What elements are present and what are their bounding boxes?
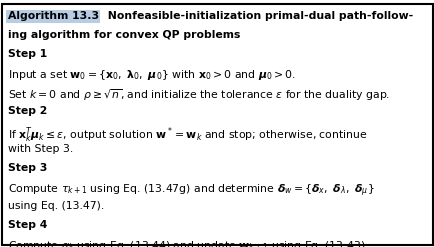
Text: ing algorithm for convex QP problems: ing algorithm for convex QP problems (8, 30, 240, 40)
Text: If $\mathbf{x}_k^T\boldsymbol{\mu}_k \leq \varepsilon$, output solution $\mathbf: If $\mathbf{x}_k^T\boldsymbol{\mu}_k \le… (8, 125, 367, 145)
Text: Step 1: Step 1 (8, 49, 47, 59)
Text: Compute $\alpha_k$ using Eq. (13.44) and update $\mathbf{w}_{k+1}$ using Eq. (13: Compute $\alpha_k$ using Eq. (13.44) and… (8, 239, 368, 247)
Text: Step 2: Step 2 (8, 106, 47, 116)
FancyBboxPatch shape (2, 4, 432, 245)
Text: Compute $\tau_{k+1}$ using Eq. (13.47g) and determine $\boldsymbol{\delta}_w = \: Compute $\tau_{k+1}$ using Eq. (13.47g) … (8, 182, 374, 199)
Text: Set $k = 0$ and $\rho \geq \sqrt{n}$, and initialize the tolerance $\varepsilon$: Set $k = 0$ and $\rho \geq \sqrt{n}$, an… (8, 87, 389, 103)
Text: with Step 3.: with Step 3. (8, 144, 73, 154)
Text: Step 4: Step 4 (8, 220, 47, 230)
Text: using Eq. (13.47).: using Eq. (13.47). (8, 201, 104, 211)
Text: Input a set $\mathbf{w}_0 = \{\mathbf{x}_0,\ \boldsymbol{\lambda}_0,\ \boldsymbo: Input a set $\mathbf{w}_0 = \{\mathbf{x}… (8, 68, 295, 82)
Text: Nonfeasible-initialization primal-dual path-follow-: Nonfeasible-initialization primal-dual p… (104, 11, 413, 21)
Text: Step 3: Step 3 (8, 163, 47, 173)
Text: Algorithm 13.3: Algorithm 13.3 (8, 11, 99, 21)
